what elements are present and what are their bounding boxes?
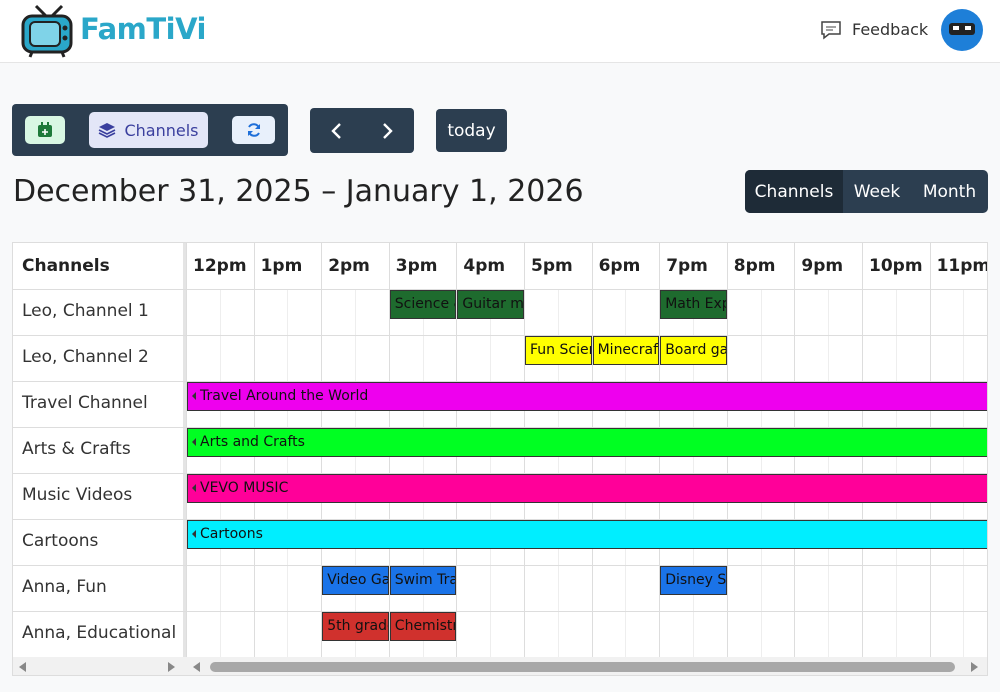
event-title: 5th grade [327, 618, 388, 634]
event-title: Guitar m [462, 296, 524, 312]
event-title: Video Ga [327, 572, 389, 588]
event-title: Disney Sc [665, 572, 727, 588]
scroll-arrow[interactable] [168, 662, 175, 672]
resource-name: Cartoons [22, 531, 99, 551]
event[interactable]: Board ga [660, 336, 727, 365]
event[interactable]: Guitar m [457, 290, 524, 319]
hour-label: 7pm [666, 256, 708, 276]
avatar-icon [949, 23, 975, 35]
event-title: Chemistr [394, 618, 457, 634]
continue-arrow [192, 392, 196, 400]
event-title: Board ga [665, 342, 727, 358]
hour-label: 12pm [193, 256, 247, 276]
hour-label: 5pm [531, 256, 573, 276]
hour-line [186, 243, 187, 658]
scroll-arrow[interactable] [193, 662, 200, 672]
timeline: Channels 12pm 1pm 2pm 3pm 4pm 5pm 6pm 7pm 8pm 9pm 1… [12, 242, 988, 676]
hour-label: 3pm [395, 256, 438, 276]
calendar-button[interactable] [25, 116, 65, 144]
refresh-button[interactable] [232, 116, 275, 144]
event[interactable]: VEVO MUSIC [187, 474, 987, 503]
event[interactable]: Swim Tra [389, 566, 457, 595]
hour-label: 10pm [869, 256, 923, 276]
event-title: Fun Scien [530, 342, 592, 358]
event[interactable]: Arts and Crafts [187, 428, 987, 457]
row-line [13, 289, 987, 290]
row-line [13, 335, 987, 336]
view-button[interactable]: Month [922, 181, 977, 202]
refresh-icon [247, 123, 260, 137]
resource-name: Anna, Fun [22, 577, 107, 597]
logo-icon [21, 4, 73, 58]
toolbar: Channels [12, 104, 288, 156]
nav-group [310, 108, 414, 153]
event[interactable]: Chemistr [389, 612, 457, 641]
event-title: Swim Tra [394, 572, 457, 588]
continue-arrow [192, 484, 196, 492]
row-line [13, 565, 987, 566]
view-button[interactable]: Week [853, 181, 901, 202]
event-title: Travel Around the World [200, 388, 369, 404]
event[interactable]: 5th grade [322, 612, 389, 641]
view-button[interactable]: Channels [745, 170, 843, 213]
hour-label: 6pm [598, 256, 641, 276]
row-line [13, 427, 987, 428]
event[interactable]: Travel Around the World [187, 382, 987, 411]
feedback-icon[interactable] [820, 20, 842, 40]
event-title: Math Exp [665, 296, 727, 312]
event-title: Arts and Crafts [200, 434, 305, 450]
hour-label: 8pm [733, 256, 776, 276]
resource-name: Travel Channel [22, 393, 148, 413]
hour-label: 11pm [936, 256, 988, 276]
hour-label: 1pm [260, 256, 303, 276]
scroll-arrow[interactable] [971, 662, 978, 672]
calendar-icon [38, 122, 52, 137]
divider [183, 243, 186, 658]
event[interactable]: Video Ga [322, 566, 389, 595]
resource-name: Music Videos [22, 485, 133, 505]
resource-header: Channels [22, 256, 110, 276]
event[interactable]: Science & [389, 290, 457, 319]
layers-icon [99, 123, 116, 138]
scroll-arrow[interactable] [19, 662, 26, 672]
prev-button[interactable] [328, 121, 346, 141]
event[interactable]: Cartoons [187, 520, 987, 549]
today-button[interactable]: today [436, 109, 507, 152]
resource-name: Arts & Crafts [22, 439, 131, 459]
header: FamTiVi Feedback [0, 0, 1000, 63]
continue-arrow [192, 438, 196, 446]
event-title: Minecraf [597, 342, 659, 358]
continue-arrow [192, 530, 196, 538]
view-switcher: Channels Week Month [745, 170, 988, 213]
avatar[interactable] [941, 9, 983, 51]
logo-text: FamTiVi [80, 12, 207, 46]
row-line [13, 611, 987, 612]
channels-button[interactable]: Channels [89, 112, 208, 148]
event-title: VEVO MUSIC [200, 480, 289, 496]
date-title: December 31, 2025 – January 1, 2026 [13, 174, 584, 209]
event-title: Science & [394, 296, 456, 312]
feedback-link[interactable]: Feedback [852, 20, 929, 39]
event-title: Cartoons [200, 526, 263, 542]
event[interactable]: Fun Scien [525, 336, 592, 365]
channels-button-label: Channels [124, 120, 199, 140]
scroll-thumb[interactable] [210, 662, 955, 672]
row-line [13, 519, 987, 520]
resource-name: Anna, Educational [22, 623, 177, 643]
resource-name: Leo, Channel 1 [22, 301, 149, 321]
next-button[interactable] [378, 121, 396, 141]
event[interactable]: Minecraf [592, 336, 660, 365]
resource-name: Leo, Channel 2 [22, 347, 149, 367]
row-line [13, 381, 987, 382]
hour-label: 2pm [328, 256, 370, 276]
hour-label: 9pm [801, 256, 844, 276]
event[interactable]: Math Exp [660, 290, 727, 319]
hour-label: 4pm [463, 256, 506, 276]
event[interactable]: Disney Sc [660, 566, 727, 595]
row-line [13, 473, 987, 474]
